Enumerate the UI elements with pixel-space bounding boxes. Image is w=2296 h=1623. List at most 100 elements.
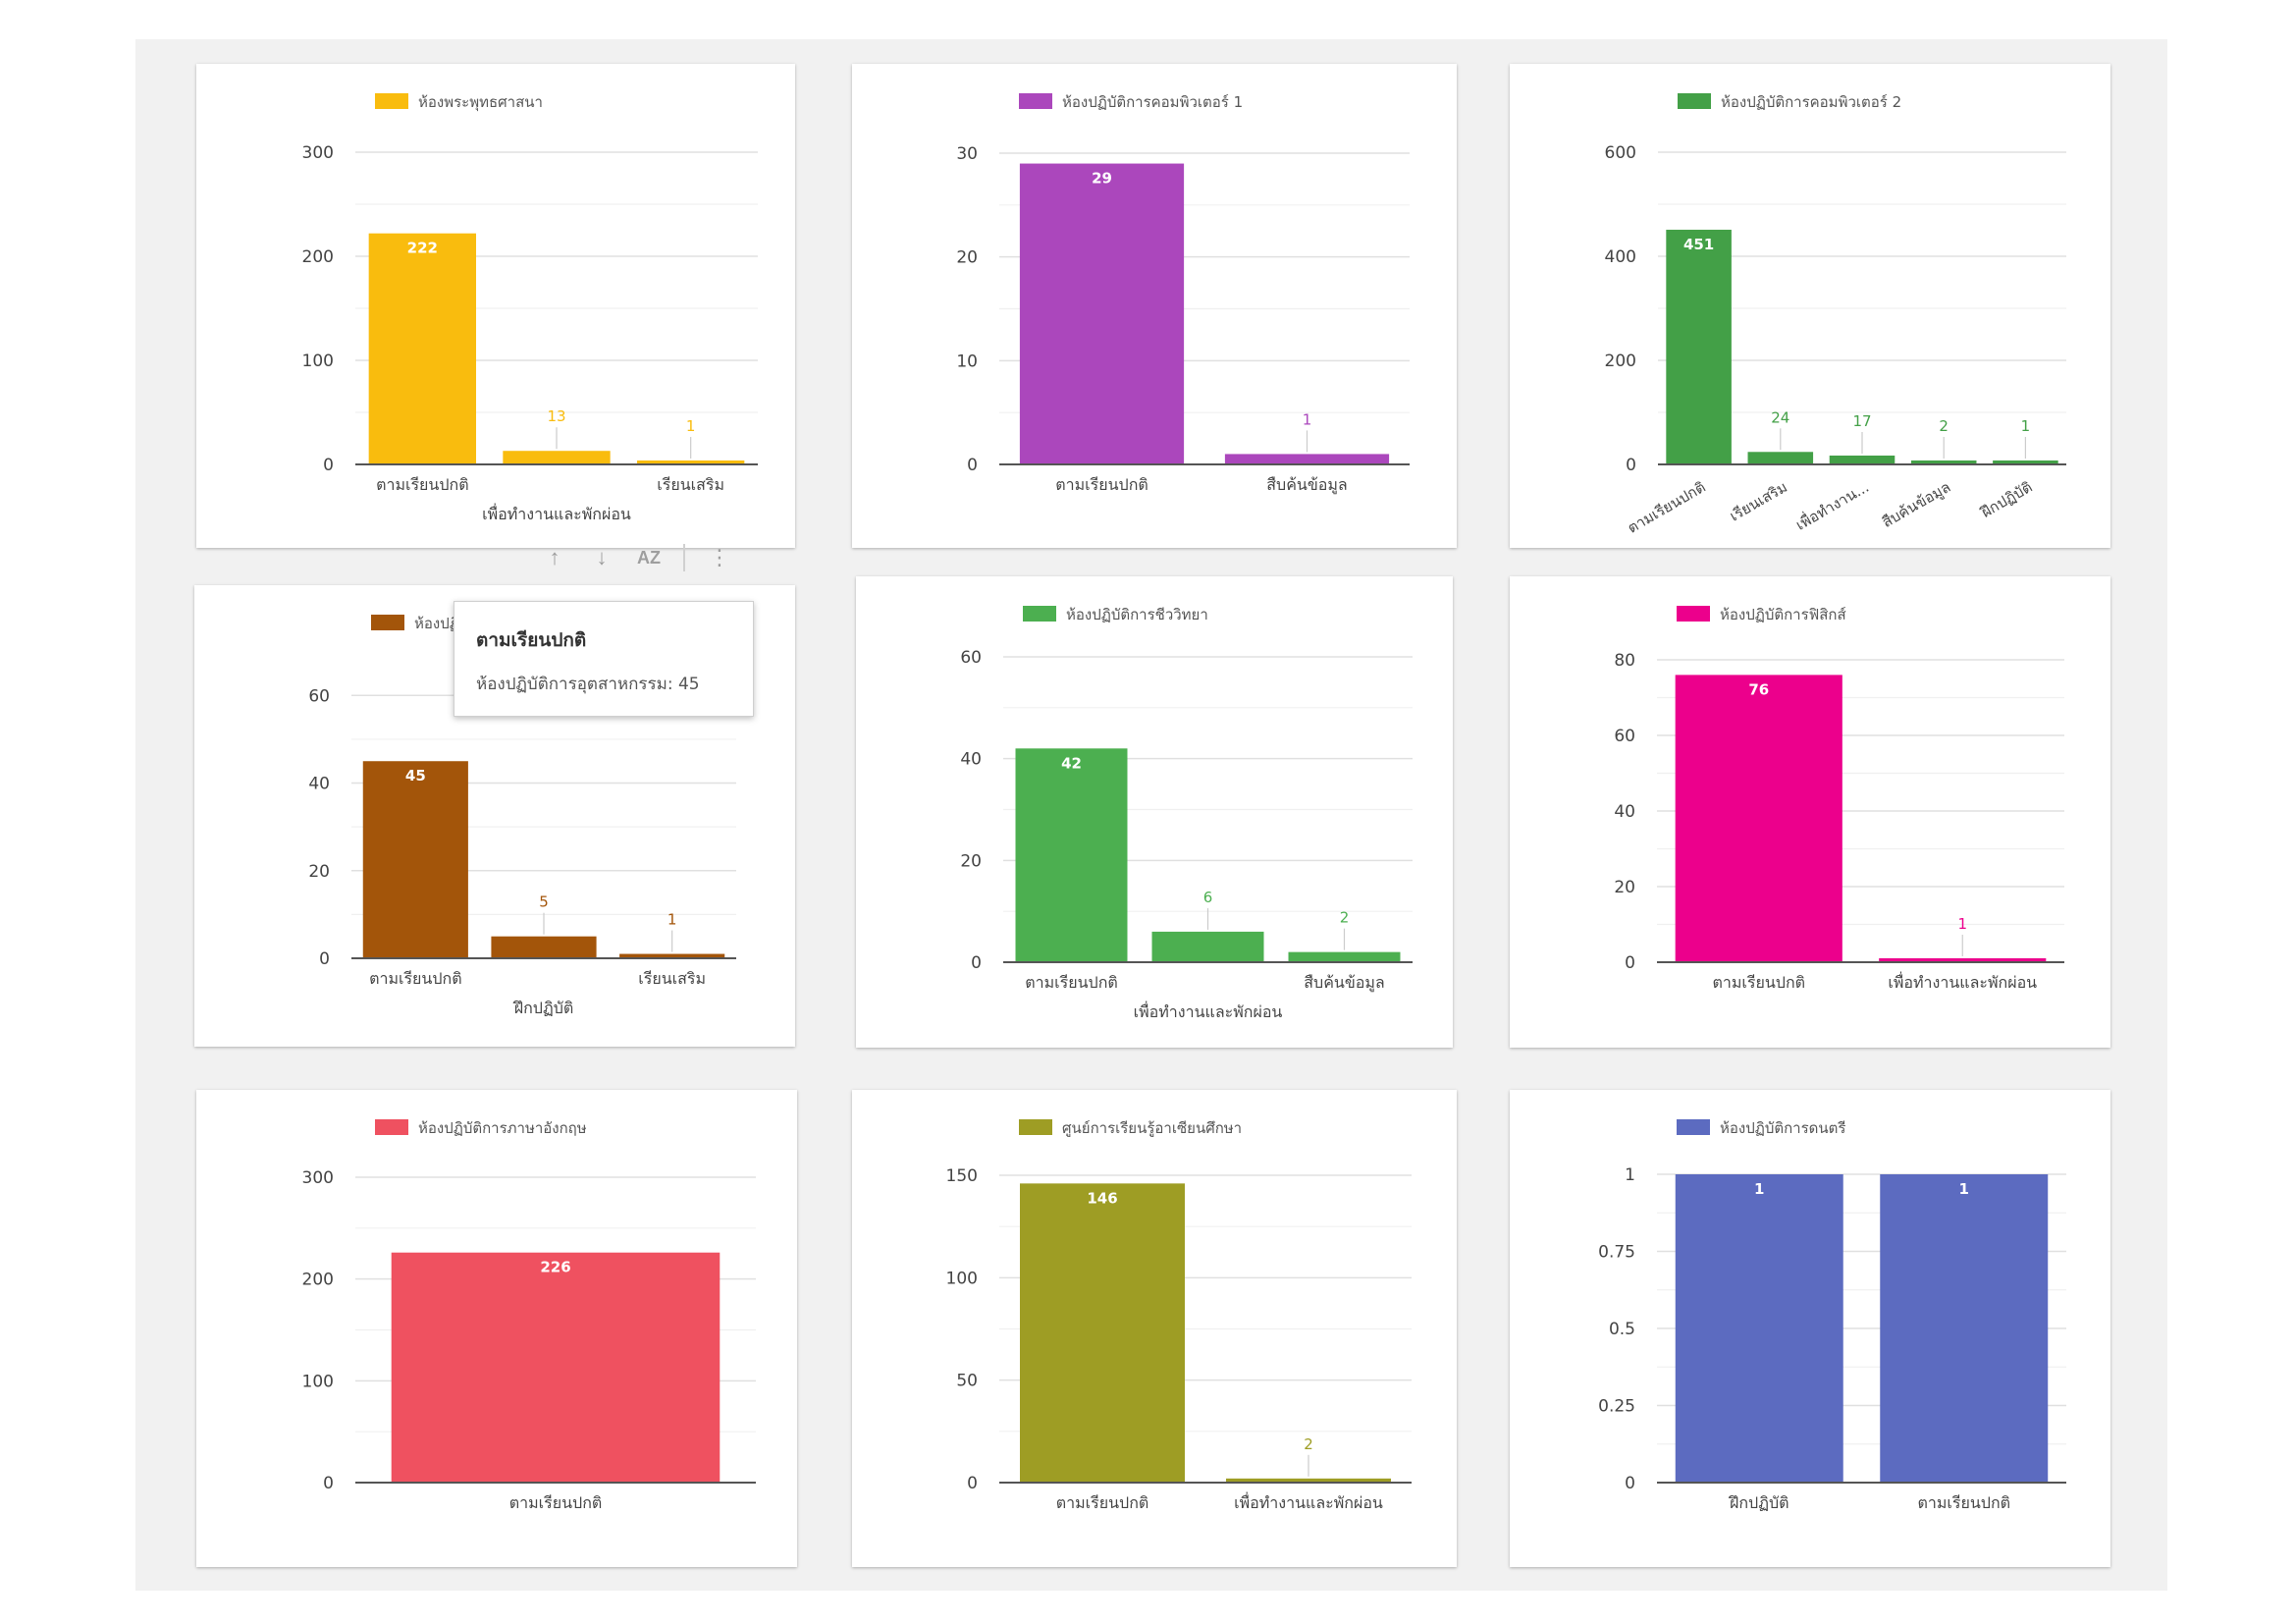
bar[interactable] <box>503 451 611 464</box>
bar[interactable] <box>1020 1183 1185 1483</box>
y-tick-label: 300 <box>302 143 334 163</box>
chart-card: ห้องปฏิบัติการชีววิทยา 0 20 40 60 42 ตามเรียนป… <box>856 576 1453 1048</box>
legend-label: ห้องปฏิบัติการคอมพิวเตอร์ 1 <box>1062 93 1243 111</box>
y-tick-label: 10 <box>956 352 978 371</box>
bar[interactable] <box>362 761 468 958</box>
y-tick-label: 40 <box>1614 802 1635 822</box>
x-tick-label: ตามเรียนปกติ <box>369 969 462 988</box>
dashboard-canvas: ห้องพระพุทธศาสนา 0 100 200 300 222 ตามเรียนปกต… <box>135 39 2167 1591</box>
y-tick-label: 30 <box>956 144 978 164</box>
x-tick-label: สืบค้นข้อมูล <box>1266 475 1347 495</box>
legend-swatch <box>1019 93 1052 109</box>
data-label: 76 <box>1748 680 1769 698</box>
data-label: 451 <box>1683 236 1714 253</box>
x-tick-label: ตามเรียนปกติ <box>1917 1493 2010 1512</box>
data-label: 6 <box>1203 889 1213 906</box>
bar[interactable] <box>1151 931 1264 962</box>
legend-label: ห้องปฏิบัติการดนตรี <box>1720 1119 1845 1137</box>
data-label: 1 <box>1957 915 1967 933</box>
data-label: 5 <box>539 893 549 911</box>
y-tick-label: 60 <box>1614 727 1635 746</box>
y-tick-label: 100 <box>302 352 334 371</box>
arrow-down-icon[interactable]: ↓ <box>596 545 608 569</box>
x-tick-label: เพื่อทำงานและพักผ่อน <box>1234 1491 1383 1512</box>
bar[interactable] <box>1879 958 2047 962</box>
bar-chart: ห้องพระพุทธศาสนา 0 100 200 300 222 ตามเรียนปกต… <box>302 93 758 523</box>
legend-swatch <box>1019 1119 1052 1135</box>
bar[interactable] <box>1224 454 1390 464</box>
bar[interactable] <box>391 1252 721 1483</box>
x-tick-label: ตามเรียนปกติ <box>1056 1493 1149 1512</box>
legend-label: ห้องปฏิบัติการภาษาอังกฤษ <box>418 1119 587 1137</box>
toolbar-divider <box>683 544 685 571</box>
y-tick-label: 20 <box>956 248 978 268</box>
y-tick-label: 300 <box>302 1168 334 1188</box>
legend-swatch <box>371 615 404 630</box>
sort-az-icon[interactable]: AZ <box>637 547 661 568</box>
bar-chart: ห้องปฏิบัติการดนตรี 0 0.25 0.5 0.75 1 1 ฝึกปฏิบ… <box>1598 1119 2066 1512</box>
bar[interactable] <box>1910 460 1977 464</box>
bar[interactable] <box>1747 452 1814 464</box>
x-tick-label: เพื่อทำงานและพักผ่อน <box>1134 1001 1283 1021</box>
x-tick-label: สืบค้นข้อมูล <box>1879 478 1953 531</box>
y-tick-label: 0.25 <box>1598 1397 1635 1417</box>
bar-chart: ศูนย์การเรียนรู้อาเซียนศึกษา 0 50 100 150 146… <box>946 1119 1412 1512</box>
bar[interactable] <box>637 460 745 464</box>
x-tick-label: เพื่อทำงาน... <box>1791 476 1872 534</box>
legend-label: ห้องปฏิบัติการชีววิทยา <box>1066 606 1208 623</box>
y-tick-label: 0.75 <box>1598 1243 1635 1263</box>
data-label: 1 <box>686 417 696 435</box>
bar-chart: ห้องปฏิบัติการภาษาอังกฤษ 0 100 200 300 226 ตาม… <box>302 1119 756 1512</box>
bar-chart: ห้องปฏิบัติการคอมพิวเตอร์ 1 0 10 20 30 29 ตามเ… <box>956 93 1410 495</box>
chart-card: ห้องพระพุทธศาสนา 0 100 200 300 222 ตามเรียนปกต… <box>196 64 795 548</box>
more-vert-icon[interactable]: ⋮ <box>709 545 730 569</box>
data-label: 42 <box>1061 754 1082 772</box>
y-tick-label: 40 <box>960 750 982 770</box>
x-tick-label: เรียนเสริม <box>1727 478 1790 525</box>
x-tick-label: เพื่อทำงานและพักผ่อน <box>482 503 631 523</box>
y-tick-label: 200 <box>302 1271 334 1290</box>
y-tick-label: 0 <box>323 456 334 475</box>
x-tick-label: สืบค้นข้อมูล <box>1304 973 1384 993</box>
bar[interactable] <box>1880 1174 2049 1483</box>
data-label: 2 <box>1304 1435 1313 1453</box>
legend-swatch <box>375 93 408 109</box>
bar[interactable] <box>1019 163 1185 465</box>
data-label: 13 <box>547 407 565 425</box>
chart-tooltip: ตามเรียนปกติ ห้องปฏิบัติการอุตสาหกรรม: 4… <box>454 601 754 717</box>
bar[interactable] <box>1993 460 2058 464</box>
y-tick-label: 40 <box>308 775 330 794</box>
chart-card: ห้องปฏิบัติการคอมพิวเตอร์ 2 0 200 400 600 451… <box>1510 64 2110 548</box>
bar[interactable] <box>619 953 725 958</box>
chart-toolbar: ↑ ↓ AZ ⋮ <box>542 538 768 577</box>
bar[interactable] <box>1226 1478 1391 1483</box>
chart-card: ห้องปฏิบัติการภาษาอังกฤษ 0 100 200 300 226 ตาม… <box>196 1090 797 1567</box>
x-tick-label: เพื่อทำงานและพักผ่อน <box>1888 971 2037 992</box>
bar[interactable] <box>1675 1174 1843 1483</box>
chart-card: ห้องปฏิบัติการฟิสิกส์ 0 20 40 60 80 76 ตามเรียน… <box>1510 576 2110 1048</box>
data-label: 45 <box>405 767 426 784</box>
bar[interactable] <box>1829 455 1896 464</box>
y-tick-label: 100 <box>302 1372 334 1391</box>
bar[interactable] <box>1288 951 1401 962</box>
arrow-up-icon[interactable]: ↑ <box>549 545 561 569</box>
legend-swatch <box>1023 606 1056 622</box>
y-tick-label: 100 <box>946 1269 978 1288</box>
chart-card: ห้องปฏิบัติการคอมพิวเตอร์ 1 0 10 20 30 29 ตามเ… <box>852 64 1457 548</box>
bar-chart: ห้องปฏิบัติการอุตสาหกรรม020406045ตามเรีย… <box>308 615 736 1017</box>
bar[interactable] <box>368 233 476 464</box>
bar-chart: ห้องปฏิบัติการชีววิทยา 0 20 40 60 42 ตามเรียนป… <box>960 606 1413 1021</box>
bar[interactable] <box>1675 675 1842 962</box>
bar[interactable] <box>491 936 597 958</box>
y-tick-label: 0 <box>319 949 330 969</box>
legend-label: ห้องพระพุทธศาสนา <box>418 93 543 112</box>
legend-swatch <box>1677 606 1710 622</box>
y-tick-label: 0 <box>971 953 982 973</box>
bar[interactable] <box>1666 229 1732 464</box>
y-tick-label: 20 <box>308 862 330 882</box>
tooltip-title: ตามเรียนปกติ <box>476 629 587 651</box>
bar[interactable] <box>1015 748 1128 962</box>
data-label: 222 <box>407 240 438 257</box>
data-label: 1 <box>1959 1180 1969 1198</box>
legend-label: ศูนย์การเรียนรู้อาเซียนศึกษา <box>1062 1119 1242 1137</box>
